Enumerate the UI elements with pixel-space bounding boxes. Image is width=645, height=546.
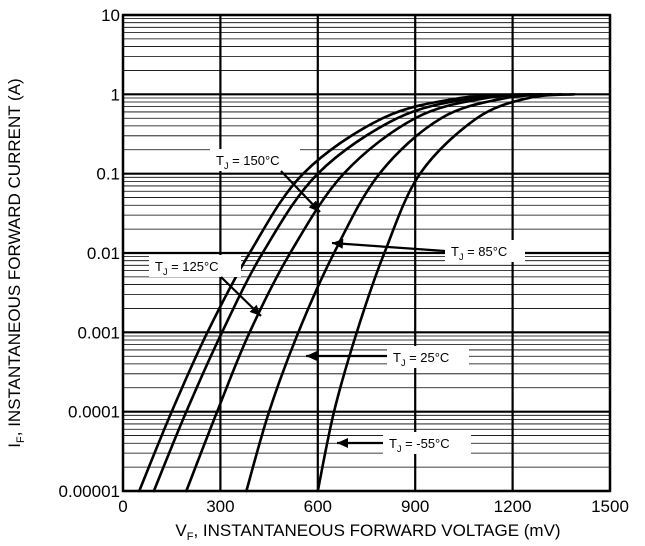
x-tick-label: 1200 (494, 497, 532, 516)
x-tick-label: 600 (304, 497, 332, 516)
annotation-label-main: T (155, 259, 163, 274)
y-tick-label: 0.0001 (68, 403, 120, 422)
y-tick-label: 0.00001 (59, 482, 120, 501)
annotation-a25: TJ = 25°C (306, 346, 469, 368)
y-tick-label: 0.1 (96, 165, 120, 184)
annotation-label-rest: = 125°C (167, 259, 218, 274)
annotation-label-rest: = 150°C (228, 153, 279, 168)
annotation-a85: TJ = 85°C (332, 239, 525, 262)
annotation-label-main: T (451, 244, 459, 259)
y-tick-label: 0.001 (77, 323, 120, 342)
x-tick-label: 900 (401, 497, 429, 516)
annotation-label-rest: = 25°C (405, 350, 449, 365)
annotation-label-rest: = 85°C (463, 244, 507, 259)
annotation-label-main: T (216, 153, 224, 168)
annotation-a150: TJ = 150°C (210, 149, 320, 212)
x-tick-label: 300 (206, 497, 234, 516)
annotation-arrowhead (337, 438, 348, 448)
grid (123, 15, 610, 491)
y-axis-title: IF, INSTANTANEOUS FORWARD CURRENT (A) (5, 78, 27, 447)
series-line-tjm55 (318, 94, 574, 491)
annotation-arrowhead (306, 351, 317, 361)
curves (139, 94, 574, 491)
annotation-label-main: T (389, 436, 397, 451)
y-tick-label: 1 (111, 85, 120, 104)
annotations: TJ = 150°CTJ = 125°CTJ = 85°CTJ = 25°CTJ… (149, 149, 525, 454)
series-line-tj150 (139, 94, 532, 491)
annotation-label-main: T (393, 350, 401, 365)
annotation-label-rest: = -55°C (401, 436, 449, 451)
x-tick-label: 1500 (591, 497, 629, 516)
x-axis-title: VF, INSTANTANEOUS FORWARD VOLTAGE (mV) (175, 521, 560, 543)
y-tick-label: 10 (101, 6, 120, 25)
y-tick-label: 0.01 (87, 244, 120, 263)
